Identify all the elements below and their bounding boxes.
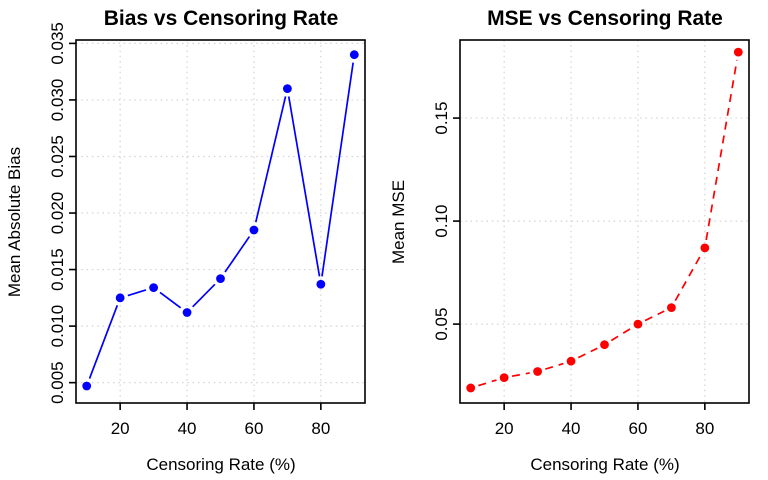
- data-point: [566, 356, 576, 366]
- y-tick-label: 0.10: [432, 205, 451, 238]
- bias-y-axis-label: Mean Absolute Bias: [5, 146, 24, 298]
- y-tick-label: 0.15: [432, 102, 451, 135]
- series-line-segment: [127, 289, 147, 297]
- x-tick-label: 60: [244, 419, 263, 438]
- mse-plot: 20 40 60 80 0.05 0.10 0.15 MSE vs Censoring Ra…: [384, 0, 768, 480]
- y-tick-label: 0.010: [48, 305, 67, 348]
- series-line-segment: [88, 305, 119, 379]
- series-line-segment: [159, 291, 182, 309]
- series-line-segment: [254, 96, 287, 223]
- data-point: [82, 381, 92, 391]
- data-point: [499, 373, 509, 383]
- series-line-segment: [674, 254, 702, 302]
- data-point: [349, 50, 359, 60]
- series-line-segment: [644, 310, 665, 322]
- data-point: [182, 308, 192, 317]
- y-tick-label: 0.05: [432, 308, 451, 341]
- series-line-segment: [224, 236, 251, 273]
- bias-plot-title: Bias vs Censoring Rate: [103, 7, 339, 30]
- series-line-segment: [192, 283, 216, 308]
- data-point: [115, 293, 125, 303]
- data-point: [466, 383, 476, 393]
- series-line-segment: [610, 327, 632, 342]
- data-point: [249, 225, 259, 235]
- plot-box: [75, 39, 366, 404]
- mse-plot-canvas: 20 40 60 80 0.05 0.10 0.15: [432, 39, 750, 438]
- data-point: [700, 243, 710, 253]
- data-point: [666, 303, 676, 313]
- y-tick-label: 0.005: [48, 361, 67, 404]
- y-tick-label: 0.015: [48, 248, 67, 291]
- y-tick-label: 0.035: [48, 22, 67, 65]
- series-line-segment: [287, 96, 321, 277]
- data-point: [733, 47, 743, 57]
- x-tick-label: 80: [695, 419, 714, 438]
- series-line-segment: [577, 347, 598, 359]
- series-line-segment: [511, 372, 530, 378]
- data-point: [633, 319, 643, 329]
- mse-y-axis-label: Mean MSE: [389, 179, 408, 265]
- bias-plot-canvas: 20 40 60 80 0.005 0.010 0.015 0.020 0.025 0.030 0.…: [48, 22, 366, 438]
- series-line-segment: [705, 59, 738, 241]
- data-point: [149, 283, 159, 293]
- mse-x-axis-label: Censoring Rate (%): [530, 455, 680, 474]
- x-tick-label: 20: [495, 419, 514, 438]
- x-tick-label: 80: [311, 419, 330, 438]
- data-point: [600, 340, 609, 350]
- x-tick-label: 40: [178, 419, 197, 438]
- y-tick-label: 0.020: [48, 192, 67, 235]
- x-tick-label: 60: [628, 419, 647, 438]
- y-tick-label: 0.025: [48, 135, 67, 178]
- data-point: [282, 84, 292, 94]
- series-line-segment: [321, 62, 354, 277]
- data-point: [533, 367, 543, 376]
- plot-box: [459, 39, 750, 404]
- x-tick-label: 20: [111, 419, 130, 438]
- data-point: [216, 274, 225, 284]
- mse-plot-title: MSE vs Censoring Rate: [487, 7, 723, 30]
- series-line-segment: [478, 379, 497, 387]
- bias-x-axis-label: Censoring Rate (%): [146, 455, 296, 474]
- data-point: [316, 279, 326, 289]
- series-line-segment: [544, 362, 564, 370]
- y-tick-label: 0.030: [48, 79, 67, 122]
- bias-plot: 20 40 60 80 0.005 0.010 0.015 0.020 0.025 0.030 0.…: [5, 7, 366, 474]
- x-tick-label: 40: [562, 419, 581, 438]
